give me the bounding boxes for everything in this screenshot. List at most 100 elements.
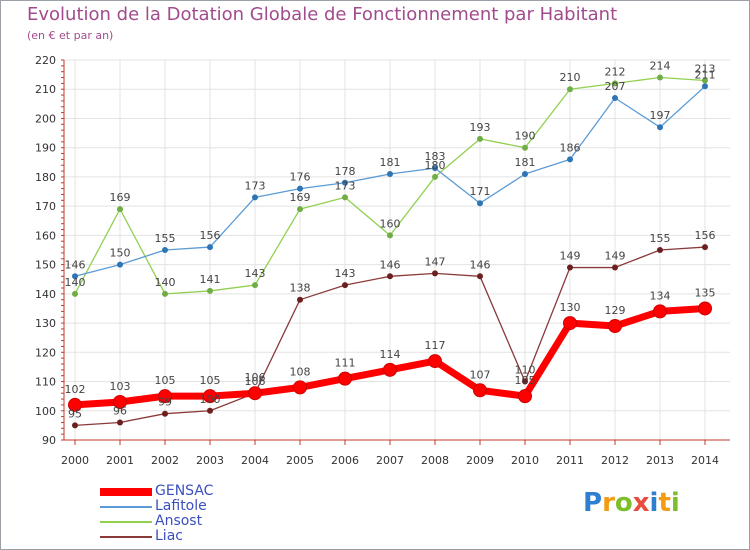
data-point [702,83,708,90]
data-label: 130 [560,301,581,314]
data-point [432,173,438,180]
data-point [387,171,393,177]
x-tick-label: 2001 [106,454,134,467]
data-label: 149 [605,250,626,263]
data-label: 160 [380,217,401,230]
data-point [207,407,213,414]
data-label: 96 [113,404,127,417]
data-label: 103 [110,380,131,393]
data-label: 155 [650,232,671,245]
data-point [428,354,442,369]
data-label: 149 [560,250,581,263]
x-tick-label: 2011 [556,454,584,467]
data-label: 155 [155,232,176,245]
logo-letter: P [583,488,603,518]
data-label: 114 [380,348,401,361]
data-label: 99 [158,396,172,409]
data-label: 169 [290,191,311,204]
data-label: 197 [650,109,671,122]
logo-letter: r [602,488,615,518]
data-point [117,206,123,213]
data-point [338,371,352,386]
data-point [432,270,438,277]
chart-subtitle: (en € et par an) [27,29,114,42]
data-point [477,135,483,142]
data-point [113,395,127,409]
legend-swatch [100,488,152,496]
y-tick-label: 210 [35,83,56,96]
data-point [383,362,397,377]
data-point [162,247,168,253]
data-point [563,316,577,331]
data-point [297,185,303,192]
y-tick-label: 200 [35,112,56,125]
logo-letter: t [658,488,671,518]
x-tick-label: 2005 [286,454,314,467]
data-label: 117 [425,339,446,352]
data-label-layer: 102 103 105 105 106 108 111 114 117 107 105 130 129 1… [65,60,716,421]
data-label: 181 [380,156,401,169]
data-point [72,290,78,297]
data-point [432,165,438,172]
data-label: 180 [425,159,446,172]
x-tick-label: 2000 [61,454,89,467]
legend-label: Lafitole [155,498,207,514]
data-label: 150 [110,247,131,260]
data-label: 181 [515,156,536,169]
data-label: 140 [65,276,86,289]
data-label: 169 [110,191,131,204]
y-tick-label: 130 [35,317,56,330]
data-point [612,95,618,101]
data-point [203,389,217,404]
data-label: 135 [695,286,716,299]
data-point [567,86,573,93]
data-point [72,422,78,429]
data-point [248,386,262,401]
data-label: 178 [335,165,356,178]
data-point [68,397,82,412]
data-label: 110 [515,364,536,377]
x-tick-label: 2009 [466,454,494,467]
data-label: 106 [245,375,266,388]
data-label: 105 [200,374,221,387]
data-label: 146 [65,258,86,271]
y-tick-label: 100 [35,405,56,418]
x-tick-label: 2012 [601,454,629,467]
data-point [342,179,348,186]
y-tick-label: 160 [35,229,56,242]
data-label: 193 [470,121,491,134]
axis-layer: 9010011012013014015016017018019020021022… [35,54,730,467]
data-label: 186 [560,141,581,154]
data-point [342,194,348,201]
data-point [477,273,483,280]
data-label: 105 [515,374,536,387]
logo-letter: i [670,488,680,518]
data-label: 176 [290,171,311,184]
data-point [387,273,393,280]
data-point [207,244,213,251]
data-label: 147 [425,255,446,268]
proxiti-logo: Proxiti [583,488,680,518]
legend-label: GENSAC [155,483,214,499]
logo-letter: x [632,488,650,518]
legend-label: Liac [155,528,183,544]
data-label: 143 [245,267,266,280]
data-label: 207 [605,80,626,93]
data-point [252,194,258,201]
y-tick-label: 90 [42,434,56,447]
data-label: 171 [470,185,491,198]
y-tick-label: 110 [35,376,56,389]
data-point [657,74,663,81]
data-label: 146 [470,258,491,271]
chart-title: Evolution de la Dotation Globale de Fonc… [27,4,618,25]
y-tick-label: 220 [35,54,56,67]
data-label: 211 [695,68,716,81]
data-label: 134 [650,289,671,302]
data-point [518,389,532,404]
x-tick-label: 2013 [646,454,674,467]
data-point [162,290,168,297]
x-tick-label: 2014 [691,454,719,467]
data-point [207,287,213,294]
data-point [72,273,78,280]
